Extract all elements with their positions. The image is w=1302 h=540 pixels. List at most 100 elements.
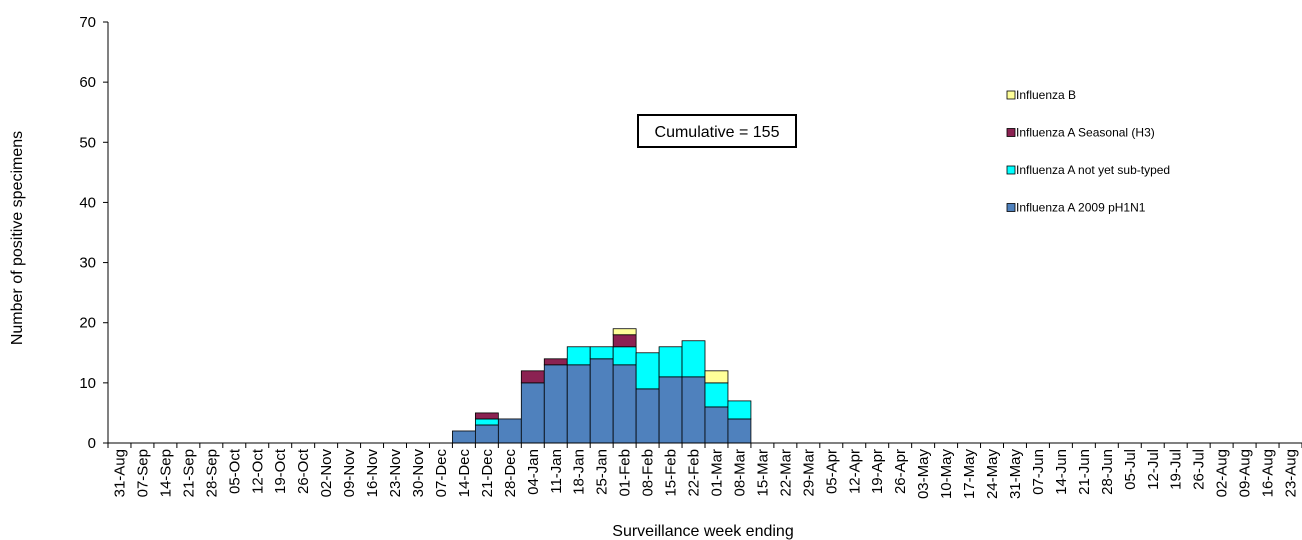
bar-segment-14-Dec-series-0 <box>452 430 476 444</box>
bar-segment-04-Jan-series-2 <box>520 370 545 384</box>
bar-segment-15-Feb-series-1 <box>658 346 683 378</box>
bars-layer <box>452 328 752 444</box>
legend: Influenza B Influenza A Seasonal (H3) Infl… <box>1006 88 1170 215</box>
legend-swatch <box>1006 90 1016 100</box>
bar-segment-08-Mar-series-0 <box>727 418 752 444</box>
legend-label: Influenza B <box>1016 88 1076 102</box>
x-tick-label: 15-Mar <box>754 449 771 497</box>
x-tick-label: 21-Sep <box>180 449 197 497</box>
x-tick-label: 23-Aug <box>1283 449 1300 497</box>
x-tick-label: 07-Dec <box>433 449 450 498</box>
bar-segment-21-Dec-series-2 <box>474 412 499 420</box>
x-tick-label: 02-Aug <box>1214 449 1231 497</box>
x-tick-label: 09-Aug <box>1237 449 1254 497</box>
x-tick-label: 17-May <box>961 449 978 500</box>
x-tick-label: 23-Nov <box>387 449 404 498</box>
bar-segment-22-Feb-series-0 <box>681 376 706 444</box>
x-tick-label: 25-Jan <box>594 449 611 495</box>
x-tick-label: 28-Jun <box>1099 449 1116 495</box>
bar-segment-01-Feb-series-0 <box>612 364 637 444</box>
x-tick-label: 05-Jul <box>1122 449 1139 490</box>
bar-segment-15-Feb-series-0 <box>658 376 683 444</box>
x-tick-label: 05-Oct <box>226 448 243 494</box>
x-tick-label: 21-Dec <box>479 449 496 498</box>
x-tick-label: 11-Jan <box>548 449 565 494</box>
y-tick-label: 20 <box>79 315 96 332</box>
x-tick-label: 03-May <box>915 449 932 500</box>
bar-segment-01-Mar-series-1 <box>704 382 729 408</box>
y-tick-label: 60 <box>79 74 96 91</box>
bar-segment-01-Feb-series-3 <box>612 328 637 336</box>
x-tick-label: 16-Aug <box>1260 449 1277 497</box>
bar-segment-21-Dec-series-1 <box>474 418 499 426</box>
x-tick-label: 15-Feb <box>663 449 680 497</box>
cumulative-annotation: Cumulative = 155 <box>637 114 797 148</box>
x-tick-label: 12-Apr <box>846 449 863 494</box>
bar-segment-18-Jan-series-0 <box>566 364 591 444</box>
x-tick-label: 19-Oct <box>272 448 289 494</box>
legend-swatch <box>1006 165 1016 175</box>
legend-label: Influenza A 2009 pH1N1 <box>1016 201 1146 215</box>
bar-segment-11-Jan-series-2 <box>543 358 568 366</box>
x-tick-label: 01-Feb <box>617 449 634 497</box>
x-tick-label: 22-Feb <box>686 449 703 497</box>
legend-label: Influenza A not yet sub-typed <box>1016 163 1170 177</box>
x-axis-title: Surveillance week ending <box>612 523 793 540</box>
x-tick-label: 16-Nov <box>364 449 381 498</box>
x-tick-label: 12-Jul <box>1145 449 1162 490</box>
x-tick-label: 10-May <box>938 449 955 500</box>
y-tick-label: 40 <box>79 194 96 211</box>
bar-segment-22-Feb-series-1 <box>681 340 706 378</box>
x-tick-label: 26-Jul <box>1191 449 1208 490</box>
x-tick-label: 19-Jul <box>1168 449 1185 490</box>
bar-segment-08-Feb-series-0 <box>635 388 660 444</box>
bar-segment-08-Feb-series-1 <box>635 352 660 390</box>
x-tick-label: 14-Dec <box>456 449 473 498</box>
y-axis-title: Number of positive specimens <box>9 131 26 345</box>
x-tick-label: 22-Mar <box>777 449 794 497</box>
bar-segment-25-Jan-series-1 <box>589 346 614 360</box>
legend-swatch <box>1006 128 1016 137</box>
x-tick-label: 09-Nov <box>341 449 358 498</box>
x-tick-label: 07-Jun <box>1030 449 1047 495</box>
bar-segment-18-Jan-series-1 <box>566 346 591 366</box>
bar-segment-01-Mar-series-3 <box>704 370 729 384</box>
x-tick-label: 08-Feb <box>640 449 657 497</box>
x-tick-label: 07-Sep <box>134 449 151 497</box>
x-tick-label: 18-Jan <box>571 449 588 495</box>
x-tick-label: 21-Jun <box>1076 449 1093 495</box>
x-tick-label: 14-Jun <box>1053 449 1070 495</box>
x-tick-label: 30-Nov <box>410 449 427 498</box>
x-tick-label: 24-May <box>984 449 1001 500</box>
bar-segment-04-Jan-series-0 <box>520 382 545 444</box>
bar-segment-01-Feb-series-2 <box>612 334 637 348</box>
y-tick-label: 70 <box>79 14 96 31</box>
x-tick-label: 31-Aug <box>111 449 128 497</box>
legend-swatch <box>1006 203 1016 212</box>
x-tick-label: 01-Mar <box>708 449 725 497</box>
x-tick-label: 29-Mar <box>800 449 817 497</box>
y-tick-label: 50 <box>79 134 96 151</box>
bar-segment-11-Jan-series-0 <box>543 364 568 444</box>
x-tick-label: 31-May <box>1007 449 1024 500</box>
annotation-text: Cumulative = 155 <box>655 124 780 141</box>
bar-segment-01-Mar-series-0 <box>704 406 729 444</box>
x-tick-label: 26-Apr <box>892 449 909 494</box>
legend-label: Influenza A Seasonal (H3) <box>1016 126 1155 140</box>
x-tick-label: 04-Jan <box>525 449 542 495</box>
x-tick-label: 19-Apr <box>869 449 886 494</box>
bar-segment-25-Jan-series-0 <box>589 358 614 444</box>
x-tick-label: 14-Sep <box>157 449 174 497</box>
bar-segment-01-Feb-series-1 <box>612 346 637 366</box>
axes-layer: 0 10 20 30 40 50 60 70 31-Aug 07-Sep 14-Sep 21-Sep 2… <box>79 14 1302 499</box>
y-tick-label: 0 <box>88 435 96 452</box>
x-tick-label: 12-Oct <box>249 448 266 494</box>
x-tick-label: 28-Sep <box>203 449 220 497</box>
x-tick-label: 26-Oct <box>295 448 312 494</box>
bar-segment-08-Mar-series-1 <box>727 400 752 420</box>
bar-segment-21-Dec-series-0 <box>474 424 499 444</box>
x-tick-label: 05-Apr <box>823 449 840 494</box>
x-tick-label: 08-Mar <box>731 449 748 497</box>
bar-segment-28-Dec-series-0 <box>497 418 522 444</box>
